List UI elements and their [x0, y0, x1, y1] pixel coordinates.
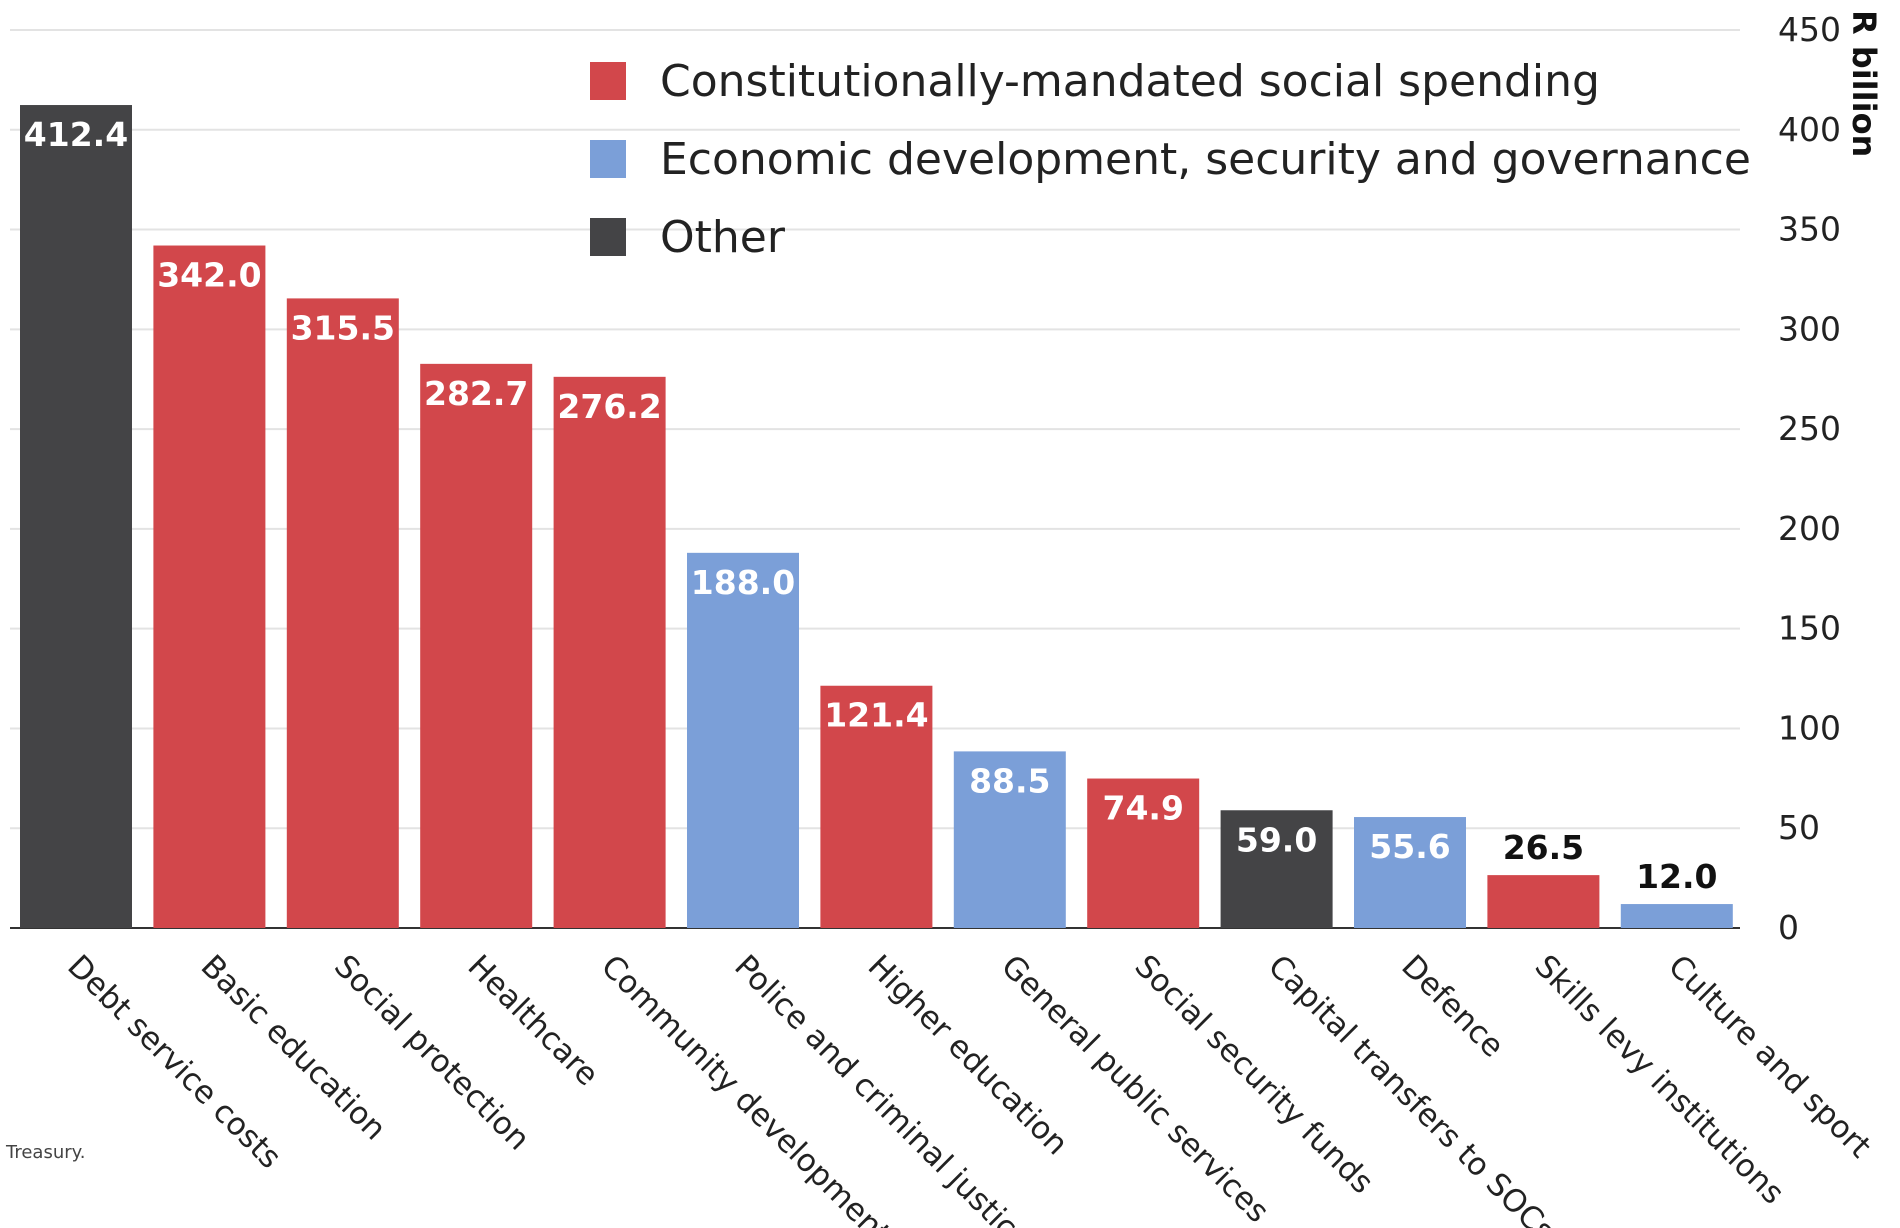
y-tick-450: 450 — [1778, 10, 1841, 49]
x-tick-general-public-services: General public services — [994, 948, 1276, 1228]
data-label-higher-education: 121.4 — [824, 696, 928, 735]
bar-general-public-services — [953, 751, 1066, 928]
data-label-healthcare: 282.7 — [424, 374, 528, 413]
data-label-social-protection: 315.5 — [291, 308, 395, 347]
bar-social-protection — [286, 298, 399, 928]
bar-police-and-criminal-justice — [687, 552, 799, 928]
data-label-general-public-services: 88.5 — [969, 761, 1050, 800]
data-label-debt-service-costs: 412.4 — [24, 115, 128, 154]
y-axis-ticks: 0 50 100 150 200 250 300 350 400 450 — [1778, 10, 1841, 947]
bar-social-security-funds — [1087, 778, 1200, 928]
y-tick-200: 200 — [1778, 509, 1841, 548]
legend-label-other: Other — [660, 212, 786, 263]
y-tick-300: 300 — [1778, 309, 1841, 348]
data-label-culture-and-sport: 12.0 — [1636, 857, 1717, 896]
legend-swatch-other — [590, 218, 626, 256]
data-label-police-and-criminal-justice: 188.0 — [691, 563, 795, 602]
bar-defence — [1354, 817, 1466, 928]
y-tick-50: 50 — [1778, 808, 1820, 847]
x-tick-social-security-funds: Social security funds — [1128, 948, 1381, 1201]
data-label-defence: 55.6 — [1369, 827, 1450, 866]
source-note: Treasury. — [5, 1142, 85, 1163]
data-label-community-development: 276.2 — [557, 387, 661, 426]
data-label-capital-transfers-to-socs: 59.0 — [1236, 820, 1317, 859]
legend-swatch-constitutionally-mandated-social-spending — [590, 62, 626, 100]
y-tick-150: 150 — [1778, 609, 1841, 648]
x-tick-healthcare: Healthcare — [461, 948, 606, 1093]
bar-culture-and-sport — [1620, 904, 1733, 928]
bar-capital-transfers-to-socs — [1220, 810, 1333, 928]
y-tick-400: 400 — [1778, 110, 1841, 149]
bar-debt-service-costs — [20, 105, 132, 928]
bars — [20, 105, 1733, 929]
bar-higher-education — [820, 685, 933, 928]
legend-swatch-economic-development-security-and-governance — [590, 140, 626, 178]
bar-skills-levy-institutions — [1487, 875, 1600, 928]
y-axis-unit-label: R billion — [1845, 10, 1883, 157]
legend-label-economic-development-security-and-governance: Economic development, security and gover… — [660, 134, 1751, 185]
data-label-social-security-funds: 74.9 — [1102, 789, 1183, 828]
y-tick-0: 0 — [1778, 908, 1799, 947]
bar-basic-education — [153, 245, 266, 928]
legend-label-constitutionally-mandated-social-spending: Constitutionally-mandated social spendin… — [660, 56, 1600, 107]
x-tick-skills-levy-institutions: Skills levy institutions — [1528, 948, 1791, 1211]
y-tick-350: 350 — [1778, 210, 1841, 249]
y-tick-250: 250 — [1778, 409, 1841, 448]
legend: Constitutionally-mandated social spendin… — [590, 56, 1751, 263]
data-label-basic-education: 342.0 — [157, 256, 261, 295]
data-labels: 412.4 342.0 315.5 282.7 276.2 188.0 121.4 88.5 7… — [24, 115, 1718, 896]
bar-community-development — [553, 376, 666, 929]
y-tick-100: 100 — [1778, 708, 1841, 747]
bar-healthcare — [420, 363, 533, 928]
data-label-skills-levy-institutions: 26.5 — [1503, 828, 1584, 867]
x-tick-defence: Defence — [1394, 948, 1510, 1064]
